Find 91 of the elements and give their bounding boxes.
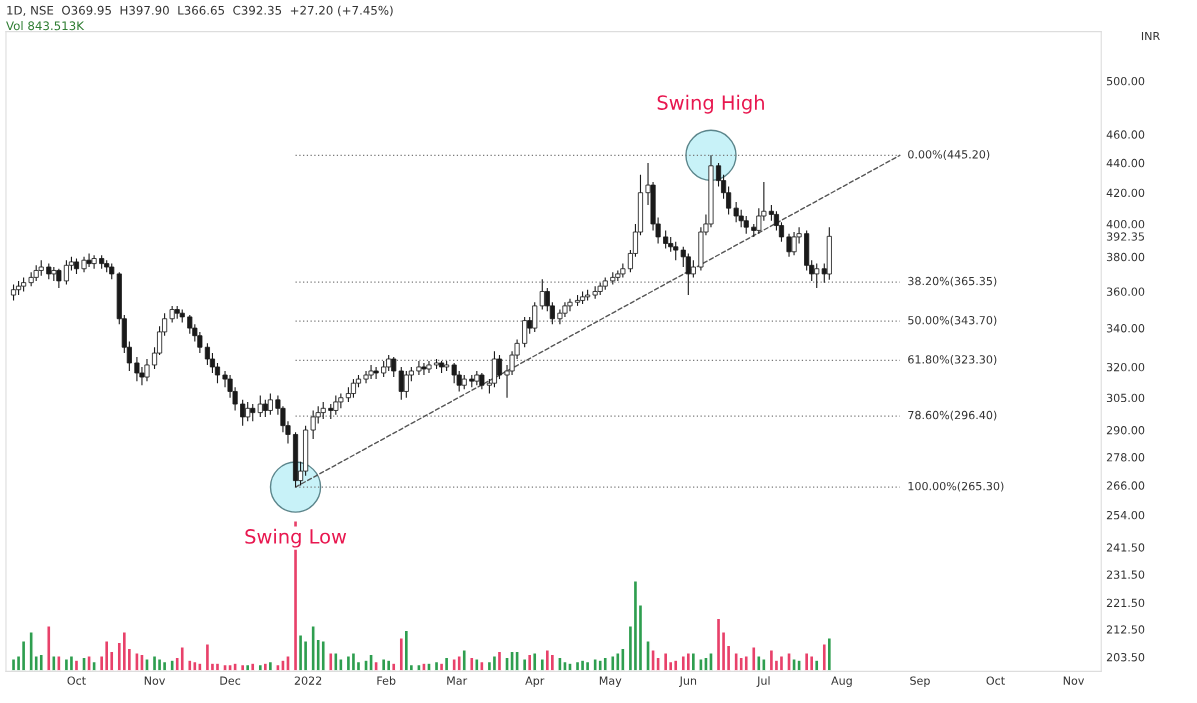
bar [526,653,533,671]
bar [698,657,704,671]
y-tick-label: 360.00 [1106,287,1145,296]
bar [10,657,17,671]
candlestick [134,356,140,382]
x-tick-label: Oct [67,676,86,685]
bar [521,657,528,671]
candlestick [267,392,273,416]
text: Vol 843.513K [6,21,85,31]
candlestick [663,229,669,250]
candlestick [240,399,246,427]
bar [808,654,815,671]
bar [403,629,410,671]
x-tick-label: Oct [986,676,1005,685]
bar [549,653,556,671]
ref-line-label: 38.20%(365.35) [908,276,997,287]
bar [385,659,392,671]
bar [803,651,810,671]
bar [826,637,833,671]
y-tick-label: 392.35 [1106,232,1145,241]
x-tick-label: Sep [910,676,930,687]
bar [662,651,669,671]
x-tick-label: Apr [525,676,545,687]
bar [350,651,357,671]
bar [151,654,158,671]
bar [778,654,785,671]
bar [768,649,775,671]
x-tick-label: 2022 [294,676,322,685]
candlestick [350,378,357,399]
bar [103,640,110,671]
bar [443,656,450,671]
annotation: Swing High [657,94,764,114]
bar [345,654,352,671]
candlestick [214,362,221,384]
bar [715,617,722,671]
x-tick-label: Jun [679,676,697,687]
bar [544,649,551,671]
bar [632,580,639,671]
bar [204,643,211,671]
bar [214,662,221,671]
y-tick-label: 241.50 [1106,543,1145,552]
x-tick-label: Feb [377,676,396,685]
x-tick-label: Nov [1063,676,1085,685]
y-tick-label: 290.00 [1106,426,1145,435]
bar [685,651,692,671]
bar [121,631,128,671]
x-tick-label: Mar [447,676,468,685]
x-tick-label: Jul [756,676,770,687]
ref-line-label: 78.60%(296.40) [908,410,997,421]
annotation: Swing Low [245,528,347,548]
y-tick-label: 320.00 [1106,362,1145,372]
y-tick-label: 278.00 [1106,453,1145,462]
y-tick-label: 380.00 [1106,252,1145,262]
y-tick-label: 254.00 [1106,510,1145,520]
bar [610,654,616,671]
bar [491,654,498,671]
x-tick-label: May [599,676,622,687]
bar [380,657,387,671]
bar [20,640,27,671]
y-tick-label: 400.00 [1106,219,1145,229]
ref-line-label: 100.00%(265.30) [908,481,1004,492]
candlestick [416,360,422,376]
bar [690,651,697,671]
ref-line-label: 0.00%(445.20) [908,149,990,160]
y-tick-label: 440.00 [1106,158,1145,168]
x-tick-label: Aug [831,676,852,687]
chart-title: 1D, NSE O369.95 H397.90 L366.65 C392.35 +27.20 (+7.45%) [7,5,393,17]
x-tick-label: Dec [220,676,241,685]
y-tick-label: 266.00 [1106,481,1145,490]
bar [73,659,80,671]
bar [262,662,269,671]
y-tick-label: 212.50 [1106,625,1145,634]
y-tick-label: 420.00 [1106,188,1145,198]
bar [63,657,70,671]
y-tick-label: 500.00 [1106,76,1145,86]
y-tick-label: 203.50 [1106,653,1145,662]
y-tick-label: 305.00 [1106,393,1145,403]
y-tick-label: 460.00 [1106,130,1145,139]
ref-line-label: 61.80%(323.30) [908,355,997,365]
bar [156,657,163,671]
bar [68,654,75,671]
candlestick [522,316,528,348]
bar [579,659,586,671]
x-tick-label: Nov [144,676,166,685]
ref-line-label: 50.00%(343.70) [908,315,997,326]
y-tick-label: 231.50 [1106,570,1145,579]
candlestick [496,354,503,380]
y-axis-title: INR [1141,31,1160,41]
y-tick-label: 340.00 [1106,324,1145,333]
y-tick-label: 221.50 [1106,598,1145,608]
bar [46,625,52,671]
